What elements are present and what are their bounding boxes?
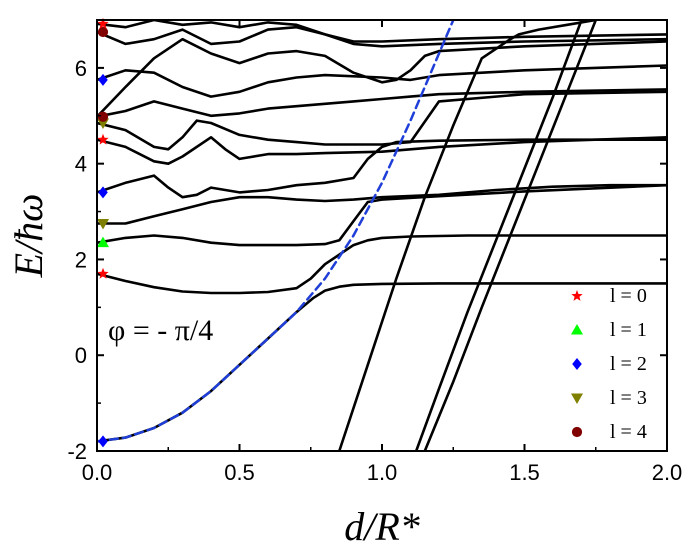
data-marker-6: [97, 118, 109, 129]
y-tick-label: -2: [67, 439, 87, 464]
legend-marker-3: [571, 393, 583, 404]
legend-label-2: l = 2: [610, 353, 647, 375]
legend-marker-2: [572, 358, 582, 370]
x-tick-label: 1.0: [367, 460, 398, 485]
energy-level-curve-9: [97, 37, 667, 118]
energy-level-curve-14: [423, 20, 598, 451]
x-tick-label: 0.5: [224, 460, 255, 485]
legend-label-3: l = 3: [610, 387, 647, 409]
energy-level-curve-1: [97, 234, 667, 295]
data-marker-7: [97, 111, 109, 122]
phi-annotation: φ = - π/4: [108, 314, 213, 347]
y-tick-label: 0: [75, 343, 87, 368]
x-tick-label: 0.0: [82, 460, 113, 485]
legend: l = 0 l = 1 l = 2 l = 3 l = 4: [571, 285, 647, 443]
plot-markers: [97, 17, 109, 448]
y-tick-label: 4: [75, 152, 87, 177]
energy-level-curve-3: [97, 183, 667, 225]
data-marker-9: [97, 26, 109, 38]
energy-level-curve-10: [97, 25, 667, 48]
data-marker-0: [98, 435, 108, 448]
y-tick-label: 6: [75, 56, 87, 81]
energy-level-curve-2: [97, 183, 667, 247]
legend-label-1: l = 1: [610, 319, 647, 341]
data-marker-8: [98, 73, 108, 86]
legend-marker-0: [571, 290, 583, 301]
legend-label-4: l = 4: [610, 421, 647, 443]
energy-level-curve-12: [338, 20, 598, 451]
y-tick-label: 2: [75, 247, 87, 272]
legend-label-0: l = 0: [610, 285, 647, 307]
dashed-curve-15: [97, 20, 455, 443]
data-marker-10: [97, 17, 109, 29]
data-marker-4: [98, 186, 108, 199]
legend-marker-1: [571, 324, 583, 335]
legend-marker-4: [571, 426, 583, 438]
energy-level-curve-6: [97, 90, 667, 151]
data-marker-2: [97, 236, 109, 248]
data-marker-3: [97, 219, 109, 230]
plot-lines: [97, 20, 667, 451]
y-axis-ticks: -2 0 2 4 6: [67, 19, 667, 464]
energy-level-curve-13: [414, 20, 583, 451]
y-axis-title: E/ħω: [6, 194, 51, 279]
x-axis-title: d/R*: [344, 504, 420, 549]
energy-level-curve-0: [97, 282, 667, 443]
energy-level-curve-7: [97, 88, 667, 118]
x-tick-label: 2.0: [652, 460, 683, 485]
x-tick-label: 1.5: [509, 460, 540, 485]
energy-level-curve-5: [97, 136, 667, 165]
energy-level-curve-8: [97, 64, 667, 98]
x-axis-ticks: 0.0 0.5 1.0 1.5 2.0: [82, 20, 683, 485]
data-marker-5: [97, 133, 109, 145]
data-marker-1: [97, 267, 109, 279]
